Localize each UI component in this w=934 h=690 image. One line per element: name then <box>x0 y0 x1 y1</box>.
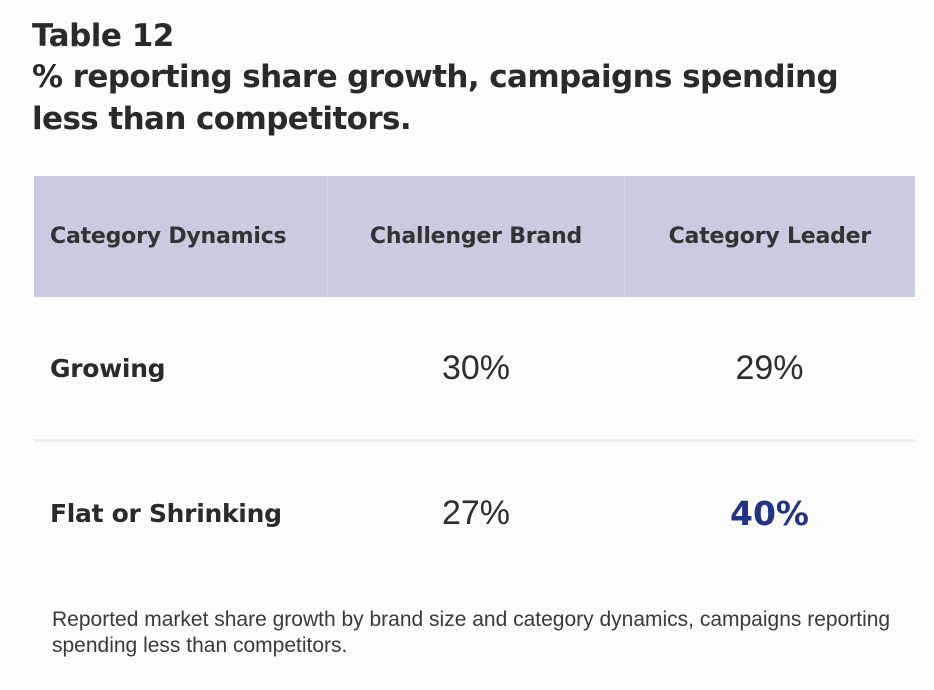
table-title: % reporting share growth, campaigns spen… <box>32 59 839 137</box>
flat-challenger-value: 27% <box>441 493 511 532</box>
header-challenger-brand: Challenger Brand <box>327 176 623 297</box>
table-caption: Reported market share growth by brand si… <box>52 608 891 657</box>
table-row-growing: Growing 30% 29% <box>34 297 915 439</box>
row-label-growing: Growing <box>50 353 166 383</box>
table-number: Table 12 <box>32 18 174 54</box>
growing-leader-value: 29% <box>735 348 804 387</box>
header-category-dynamics: Category Dynamics <box>50 224 287 249</box>
data-table: Category Dynamics Challenger Brand Categ… <box>34 176 915 584</box>
row-label-flat-or-shrinking: Flat or Shrinking <box>50 498 282 528</box>
table-header-row: Category Dynamics Challenger Brand Categ… <box>34 176 915 297</box>
title-block: Table 12 % reporting share growth, campa… <box>32 16 912 140</box>
row-divider <box>34 439 915 442</box>
table-row-flat-or-shrinking: Flat or Shrinking 27% 40% <box>34 442 915 584</box>
growing-challenger-value: 30% <box>441 348 511 387</box>
flat-leader-value-highlight: 40% <box>730 493 809 533</box>
header-category-leader: Category Leader <box>623 176 915 297</box>
